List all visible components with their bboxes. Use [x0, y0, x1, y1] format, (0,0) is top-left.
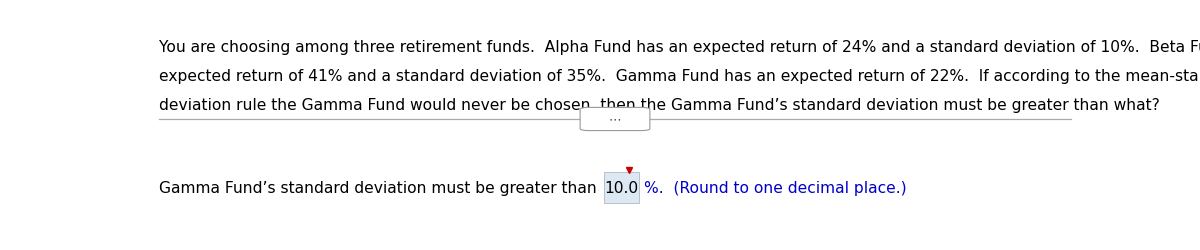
- FancyBboxPatch shape: [604, 172, 640, 203]
- Text: deviation rule the Gamma Fund would never be chosen, then the Gamma Fund’s stand: deviation rule the Gamma Fund would neve…: [160, 97, 1160, 112]
- Text: ⋯: ⋯: [608, 113, 622, 126]
- Text: 10.0: 10.0: [605, 180, 638, 195]
- Text: %.  (Round to one decimal place.): %. (Round to one decimal place.): [643, 180, 906, 195]
- Text: You are choosing among three retirement funds.  Alpha Fund has an expected retur: You are choosing among three retirement …: [160, 40, 1200, 54]
- FancyBboxPatch shape: [580, 108, 650, 131]
- Text: Gamma Fund’s standard deviation must be greater than: Gamma Fund’s standard deviation must be …: [160, 180, 602, 195]
- Text: expected return of 41% and a standard deviation of 35%.  Gamma Fund has an expec: expected return of 41% and a standard de…: [160, 68, 1200, 84]
